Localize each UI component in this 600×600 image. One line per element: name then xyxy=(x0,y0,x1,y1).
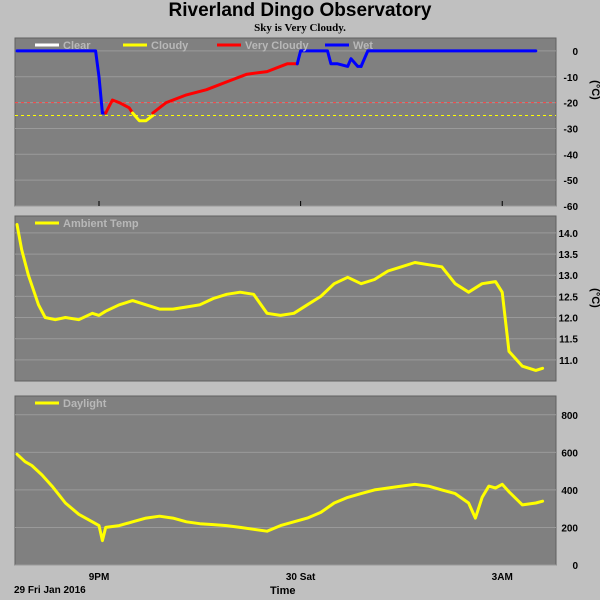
daylight-y-tick-label: 600 xyxy=(561,448,578,459)
ambient-temp-y-tick-label: 12.0 xyxy=(559,314,579,325)
sky-series-line xyxy=(151,62,299,115)
sky-y-tick-label: -50 xyxy=(564,176,579,187)
sky-y-tick-label: -10 xyxy=(564,73,579,84)
daylight-y-tick-label: 800 xyxy=(561,411,578,422)
daylight-y-tick-label: 0 xyxy=(572,561,578,572)
sky-y-axis-label: (°C) xyxy=(589,80,600,100)
sky-legend-label: Very Cloudy xyxy=(245,40,309,52)
sky-status-subtitle: Sky is Very Cloudy. xyxy=(254,22,346,34)
daylight-legend-label: Daylight xyxy=(63,398,107,410)
sky-legend-label: Clear xyxy=(63,40,91,52)
sky-series-line xyxy=(104,98,135,115)
ambient-temp-y-tick-label: 13.5 xyxy=(559,250,579,261)
daylight-y-tick-label: 200 xyxy=(561,523,578,534)
sky-y-tick-label: -30 xyxy=(564,124,579,135)
x-axis-title: Time xyxy=(270,585,296,597)
sky-y-tick-label: -60 xyxy=(564,202,579,213)
date-label: 29 Fri Jan 2016 xyxy=(14,585,86,596)
sky-legend-label: Cloudy xyxy=(151,40,189,52)
ambient-temp-series-line xyxy=(15,223,545,372)
sky-legend-label: Wet xyxy=(353,40,373,52)
sky-series-line xyxy=(295,49,363,68)
sky-y-tick-label: -20 xyxy=(564,99,579,110)
sky-series-line xyxy=(15,49,108,115)
ambient-temp-plot-area xyxy=(14,215,557,382)
ambient-temp-y-tick-label: 14.0 xyxy=(559,229,579,240)
ambient-temp-y-axis-label: (°C) xyxy=(589,288,600,308)
ambient-temp-y-tick-label: 11.0 xyxy=(559,356,578,367)
daylight-series-line xyxy=(15,452,545,543)
sky-y-tick-label: 0 xyxy=(572,47,578,58)
sky-y-tick-label: -40 xyxy=(564,150,579,161)
ambient-temp-legend-label: Ambient Temp xyxy=(63,218,139,230)
chart-title: Riverland Dingo Observatory xyxy=(168,0,432,21)
x-tick-label: 3AM xyxy=(492,572,513,583)
ambient-temp-y-tick-label: 12.5 xyxy=(559,292,579,303)
daylight-plot-area xyxy=(14,395,557,566)
ambient-temp-y-tick-label: 13.0 xyxy=(559,271,579,282)
sky-series-line xyxy=(131,111,155,123)
sky-series-line xyxy=(359,49,538,68)
ambient-temp-y-tick-label: 11.5 xyxy=(559,335,578,346)
x-tick-label: 9PM xyxy=(89,572,110,583)
x-tick-label: 30 Sat xyxy=(286,572,316,583)
daylight-y-tick-label: 400 xyxy=(561,486,578,497)
